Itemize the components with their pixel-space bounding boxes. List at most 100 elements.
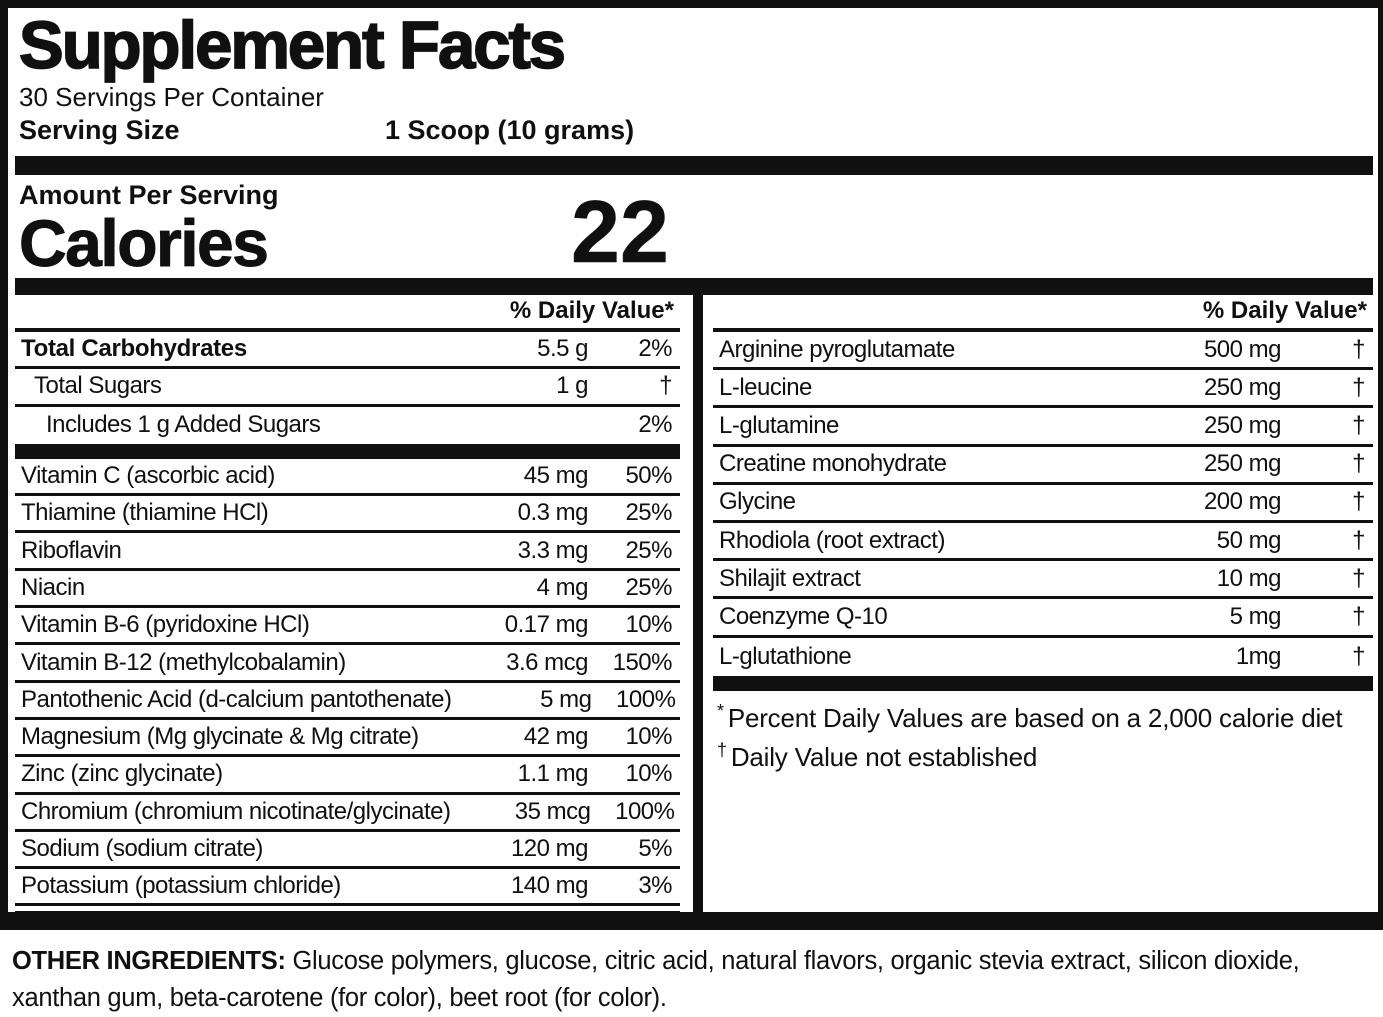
nutrient-amount: 120 mg: [510, 835, 589, 862]
nutrient-row: Creatine monohydrate 250 mg †: [713, 447, 1373, 485]
nutrient-amount: 50 mg: [1216, 526, 1282, 554]
nutrient-daily-value: 150%: [612, 648, 673, 676]
nutrient-row: Potassium (potassium chloride) 140 mg 3%: [15, 869, 680, 907]
nutrient-daily-value: 100%: [616, 685, 676, 713]
right-rows: Arginine pyroglutamate 500 mg † L-leucin…: [713, 332, 1373, 691]
nutrient-name: Vitamin B-6 (pyridoxine HCl): [21, 611, 310, 639]
page-title: Supplement Facts: [18, 8, 567, 83]
nutrient-daily-value: †: [1352, 602, 1365, 630]
nutrient-name: Shilajit extract: [719, 564, 861, 592]
nutrient-row: Glycine 200 mg †: [713, 485, 1373, 523]
nutrient-name: L-glutathione: [719, 642, 852, 670]
nutrient-amount: 0.3 mg: [517, 499, 589, 527]
nutrient-amount: 3.3 mg: [517, 536, 589, 564]
other-ingredients-text: Glucose polymers, glucose, citric acid, …: [12, 947, 1300, 1012]
nutrient-daily-value: 10%: [625, 760, 672, 788]
nutrient-amount: 42 mg: [523, 723, 589, 751]
nutrient-row: L-glutamine 250 mg †: [713, 408, 1373, 447]
nutrient-name: Vitamin B-12 (methylcobalamin): [21, 648, 346, 676]
nutrient-row: Arginine pyroglutamate 500 mg †: [713, 332, 1373, 371]
nutrient-name: Creatine monohydrate: [719, 450, 947, 478]
nutrient-daily-value: 25%: [625, 536, 672, 564]
footnote-symbol: †: [717, 740, 727, 761]
nutrient-row: Shilajit extract 10 mg †: [713, 561, 1373, 600]
nutrient-row: Total Sugars 1 g †: [15, 369, 680, 407]
nutrient-row: L-leucine 250 mg †: [713, 370, 1373, 409]
amount-per-serving-label: Amount Per Serving: [19, 180, 279, 210]
left-rows: Total Carbohydrates 5.5 g 2% Total Sugar…: [15, 332, 680, 907]
left-nutrients-table: % Daily Value* Total Carbohydrates 5.5 g…: [15, 295, 680, 916]
nutrient-row: L-glutathione 1mg †: [713, 638, 1373, 676]
nutrient-amount: 1mg: [1235, 642, 1282, 670]
nutrient-amount: 250 mg: [1203, 373, 1282, 401]
nutrient-row: Thiamine (thiamine HCl) 0.3 mg 25%: [15, 496, 680, 534]
footnotes: * Percent Daily Values are based on a 2,0…: [713, 691, 1373, 777]
nutrient-row: Pantothenic Acid (d-calcium pantothenate…: [15, 683, 680, 720]
nutrient-amount: 0.17 mg: [504, 611, 589, 639]
nutrient-daily-value: 25%: [625, 573, 672, 601]
nutrient-daily-value: 100%: [615, 797, 675, 825]
nutrient-row: Magnesium (Mg glycinate & Mg citrate) 42…: [15, 720, 680, 758]
nutrient-daily-value: 3%: [638, 872, 672, 900]
nutrient-name: Rhodiola (root extract): [719, 526, 945, 554]
nutrient-amount: 5.5 g: [537, 335, 588, 363]
nutrient-amount: 500 mg: [1203, 335, 1282, 363]
section-divider-bar: [15, 156, 1373, 175]
nutrient-row: Total Carbohydrates 5.5 g 2%: [15, 332, 680, 370]
section-divider-bar: [15, 278, 1373, 295]
nutrient-name: Niacin: [21, 573, 85, 601]
nutrient-amount: 35 mcg: [514, 797, 591, 825]
nutrient-daily-value: 25%: [625, 499, 672, 527]
serving-size-value: 1 Scoop (10 grams): [385, 115, 635, 145]
nutrient-row: Sodium (sodium citrate) 120 mg 5%: [15, 832, 680, 870]
nutrient-daily-value: †: [1352, 373, 1365, 401]
daily-value-header-left: % Daily Value*: [15, 295, 680, 332]
nutrient-name: Arginine pyroglutamate: [719, 335, 955, 363]
nutrient-daily-value: 5%: [638, 835, 672, 862]
nutrient-name: L-glutamine: [719, 411, 839, 439]
other-ingredients-label: OTHER INGREDIENTS:: [12, 947, 286, 975]
calories-section: Amount Per Serving Calories 22: [15, 175, 1373, 278]
nutrient-daily-value: †: [659, 372, 672, 400]
nutrient-amount: 250 mg: [1203, 411, 1282, 439]
nutrient-name: Coenzyme Q-10: [719, 602, 888, 630]
nutrient-daily-value: †: [1352, 642, 1365, 670]
nutrient-row: Rhodiola (root extract) 50 mg †: [713, 523, 1373, 562]
column-divider: [693, 295, 703, 912]
serving-size-row: Serving Size 1 Scoop (10 grams): [19, 115, 1373, 146]
nutrient-amount: 45 mg: [523, 462, 589, 490]
nutrient-columns: % Daily Value* Total Carbohydrates 5.5 g…: [15, 295, 1373, 916]
nutrient-row: Vitamin B-12 (methylcobalamin) 3.6 mcg 1…: [15, 645, 680, 683]
nutrient-daily-value: †: [1352, 450, 1365, 478]
nutrient-daily-value: †: [1352, 411, 1365, 439]
nutrient-daily-value: 10%: [625, 611, 672, 639]
nutrient-row: Niacin 4 mg 25%: [15, 571, 680, 609]
nutrient-name: Thiamine (thiamine HCl): [21, 499, 269, 527]
nutrient-name: Pantothenic Acid (d-calcium pantothenate…: [21, 685, 452, 713]
nutrient-amount: 3.6 mcg: [506, 648, 588, 676]
servings-per-container: 30 Servings Per Container: [19, 82, 324, 112]
nutrient-name: L-leucine: [719, 373, 812, 401]
nutrient-name: Zinc (zinc glycinate): [21, 760, 223, 788]
other-ingredients: OTHER INGREDIENTS: Glucose polymers, glu…: [0, 930, 1383, 1017]
nutrient-row: Zinc (zinc glycinate) 1.1 mg 10%: [15, 757, 680, 795]
nutrient-daily-value: 2%: [638, 411, 672, 439]
nutrient-daily-value: 2%: [638, 335, 672, 363]
section-divider-bar: [15, 443, 680, 459]
right-nutrients-table: % Daily Value* Arginine pyroglutamate 50…: [713, 295, 1373, 912]
nutrient-name: Glycine: [719, 488, 796, 516]
nutrient-amount: 250 mg: [1203, 450, 1282, 478]
nutrient-daily-value: †: [1352, 526, 1365, 554]
nutrient-row: Riboflavin 3.3 mg 25%: [15, 533, 680, 571]
supplement-facts-panel: Supplement Facts 30 Servings Per Contain…: [0, 0, 1383, 930]
nutrient-daily-value: 10%: [625, 723, 672, 751]
nutrient-daily-value: †: [1352, 488, 1365, 516]
nutrient-amount: 5 mg: [540, 685, 592, 713]
footnote-symbol: *: [717, 701, 724, 722]
section-divider-bar: [713, 675, 1373, 691]
nutrient-amount: 4 mg: [536, 573, 589, 601]
calories-label: Calories: [18, 206, 269, 280]
nutrient-name: Total Sugars: [34, 372, 162, 400]
nutrient-daily-value: 50%: [625, 462, 672, 490]
nutrient-amount: 1.1 mg: [517, 760, 589, 788]
